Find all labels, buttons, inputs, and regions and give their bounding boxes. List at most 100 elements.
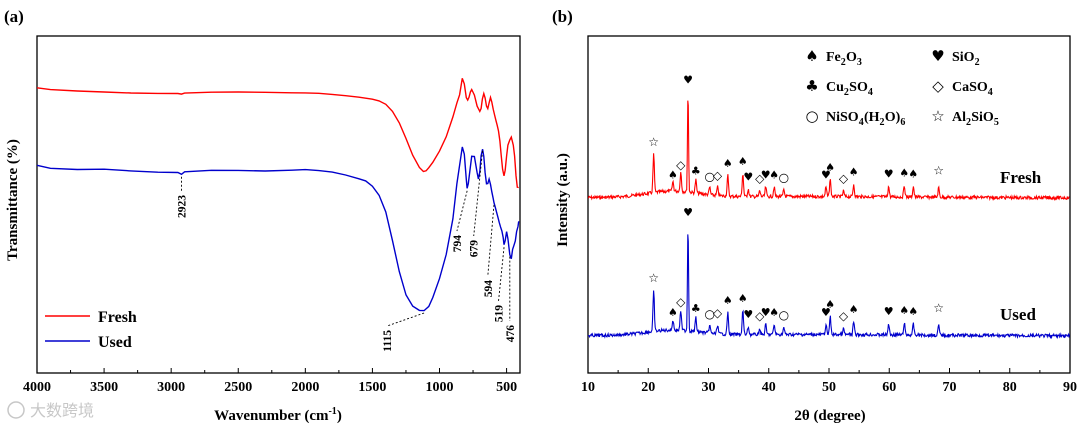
panel-a-ftir-chart: (a) 4000 3500 3000 2500 2000 1500 1000 500 2923… [4,7,521,424]
phase-marker-used-20: ♠ [908,305,918,318]
watermark-logo-icon [7,401,25,419]
phase-legend-entry-4: ○ NiSO4 (H2 O)6 [805,107,905,128]
annotation-679: 679 [469,240,481,258]
phase-legend-label-4: NiSO4 (H2 O)6 [826,110,905,128]
series-fresh-line [36,78,519,189]
phase-marker-used-21: ☆ [933,301,944,315]
phase-marker-used-12: ♠ [769,306,779,319]
phase-marker-fresh-3: ♥ [683,73,693,86]
phase-legend-entry-2: ♣ Cu2 SO4 [805,77,873,98]
phase-marker-used-7: ♠ [723,294,733,307]
x-tick-label-3000: 3000 [157,380,185,395]
phase-marker-fresh-4: ♣ [691,165,701,178]
phase-legend-symbol-5: ☆ [931,107,944,125]
phase-marker-fresh-6: ◇ [713,168,723,182]
x-tick-label-60: 60 [882,380,896,395]
panel-b-phase-legend: ♠ Fe2 O3 ♥ SiO2 ♣ Cu2 SO4 ◇ CaSO4 ○ NiSO4 (H2… [805,47,999,128]
phase-marker-used-14: ♥ [821,306,831,319]
phase-marker-used-2: ◇ [676,295,686,309]
panel-a-legend: Fresh Used [45,309,137,351]
phase-marker-used-1: ♠ [668,306,678,319]
phase-marker-used-16: ◇ [839,309,849,323]
panel-a-y-axis-label: Transmittance (%) [5,139,21,261]
panel-b-label: (b) [552,7,573,26]
x-tick-label-20: 20 [641,380,655,395]
panel-a-x-ticks: 4000 3500 3000 2500 2000 1500 1000 500 [23,368,517,395]
phase-marker-used-3: ♥ [683,206,693,219]
x-tick-label-90: 90 [1063,380,1077,395]
watermark: 大数跨境 [7,401,94,420]
phase-marker-fresh-0: ☆ [648,135,659,149]
phase-marker-used-6: ◇ [713,306,723,320]
phase-marker-fresh-11: ♥ [761,169,771,182]
phase-marker-used-17: ♠ [849,303,859,316]
phase-legend-entry-1: ♥ SiO2 [931,47,979,68]
panel-a-annotations: 2923 1115 794 679 594 519 476 [176,150,517,352]
phase-marker-used-19: ♠ [899,304,909,317]
phase-marker-fresh-7: ♠ [723,157,733,170]
series-label-used: Used [1000,305,1036,324]
panel-b-xrd-chart: (b) 10 20 30 40 50 60 70 80 90 ☆♠◇♥♣ ○◇♠ ♠♥ ◇♥♠ ○ ♥♠◇… [552,7,1077,424]
legend-used-label: Used [98,334,132,351]
phase-marker-fresh-1: ♠ [668,169,678,182]
phase-marker-used-5: ○ [704,307,714,321]
annotation-794: 794 [452,235,464,253]
phase-marker-fresh-15: ♠ [825,161,835,174]
panel-b-y-axis-label: Intensity (a.u.) [555,153,571,247]
series-used-line [36,146,520,312]
x-tick-label-2500: 2500 [224,380,252,395]
phase-marker-fresh-10: ◇ [755,171,765,185]
phase-marker-fresh-20: ♠ [908,168,918,181]
phase-marker-fresh-13: ○ [779,170,789,184]
legend-fresh-label: Fresh [98,309,137,326]
panel-a-frame [36,35,521,374]
phase-marker-fresh-17: ♠ [849,166,859,179]
panel-a-series [36,78,520,312]
phase-marker-used-0: ☆ [648,271,659,285]
annotation-leader-1115 [387,312,425,327]
phase-marker-fresh-18: ♥ [884,168,894,181]
x-tick-label-2000: 2000 [291,380,319,395]
annotation-1115: 1115 [382,330,394,352]
annotation-leader-519 [498,247,505,302]
panel-b-series [587,100,1071,340]
series-label-fresh: Fresh [1000,168,1042,187]
panel-b-x-axis-label: 2θ (degree) [794,408,865,424]
panel-a-x-axis-label: Wavenumber (cm-1) [214,406,342,424]
phase-marker-fresh-12: ♠ [769,169,779,182]
panel-b-x-ticks: 10 20 30 40 50 60 70 80 90 [581,368,1077,395]
x-tick-label-80: 80 [1003,380,1017,395]
phase-marker-used-9: ♥ [743,308,753,321]
phase-marker-fresh-5: ○ [704,169,714,183]
annotation-476: 476 [505,325,517,343]
x-tick-label-1000: 1000 [426,380,454,395]
x-tick-label-30: 30 [702,380,716,395]
phase-legend-symbol-1: ♥ [931,47,944,65]
x-tick-label-70: 70 [943,380,957,395]
phase-legend-label-0: Fe2 O3 [826,50,862,68]
series-used-pattern [587,234,1071,340]
phase-legend-label-5: Al2 SiO5 [952,110,999,128]
phase-legend-label-1: SiO2 [952,50,980,68]
phase-legend-symbol-2: ♣ [805,77,818,95]
panel-a-label: (a) [4,7,24,26]
phase-legend-symbol-0: ♠ [805,47,818,65]
watermark-text: 大数跨境 [30,401,94,420]
panel-b-phase-markers: ☆♠◇♥♣ ○◇♠ ♠♥ ◇♥♠ ○ ♥♠◇ ♠ ♥ ♠ ♠ ☆☆♠◇♥♣ ○◇♠ ♠♥ ◇♥♠ ○ ♥♠◇ ♠… [648,73,944,323]
annotation-leader-794 [456,190,468,232]
phase-marker-used-18: ♥ [884,305,894,318]
phase-marker-fresh-8: ♠ [738,155,748,168]
phase-legend-entry-5: ☆ Al2 SiO5 [931,107,999,128]
phase-marker-used-10: ◇ [755,309,765,323]
phase-legend-symbol-4: ○ [805,107,818,125]
phase-legend-label-3: CaSO4 [952,80,993,98]
phase-marker-fresh-16: ◇ [839,171,849,185]
annotation-2923: 2923 [176,195,188,218]
phase-marker-used-13: ○ [779,308,789,322]
phase-marker-fresh-2: ◇ [676,158,686,172]
phase-marker-fresh-19: ♠ [899,167,909,180]
phase-marker-fresh-21: ☆ [933,164,944,178]
phase-legend-entry-3: ◇ CaSO4 [932,77,993,98]
x-tick-label-40: 40 [762,380,776,395]
x-tick-label-500: 500 [496,380,517,395]
